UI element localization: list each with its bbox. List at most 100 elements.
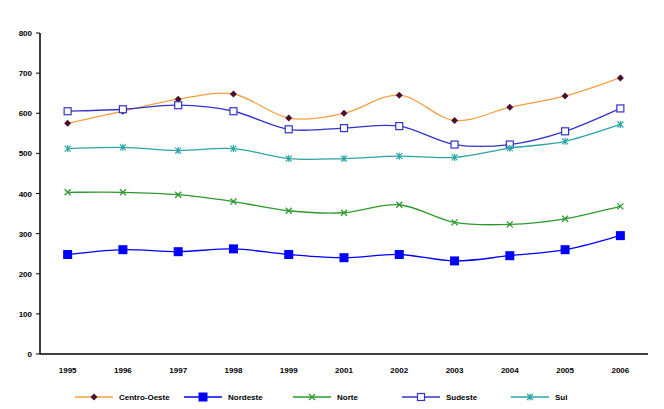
x-tick-label: 1999 [280, 366, 298, 375]
marker [120, 189, 126, 195]
marker [617, 203, 623, 209]
marker [284, 250, 293, 259]
marker [63, 250, 72, 259]
x-tick-label: 2002 [390, 366, 408, 375]
marker [65, 189, 71, 195]
y-tick [36, 273, 40, 274]
marker [229, 244, 238, 253]
marker [341, 125, 348, 132]
legend-marker [309, 394, 315, 400]
x-tick-label: 1997 [169, 366, 187, 375]
legend-label: Centro-Oeste [119, 393, 170, 402]
marker [617, 121, 623, 128]
series [65, 121, 624, 162]
marker [507, 221, 513, 227]
legend-label: Sul [555, 393, 567, 402]
marker [562, 138, 568, 145]
marker [616, 231, 625, 240]
marker [396, 123, 403, 130]
y-tick [36, 354, 40, 355]
series [63, 231, 625, 265]
marker [341, 155, 347, 162]
marker [230, 145, 236, 152]
marker [452, 154, 458, 161]
x-tick-label: 2005 [556, 366, 574, 375]
y-tick-label: 200 [19, 270, 33, 279]
y-tick [36, 233, 40, 234]
marker [561, 245, 570, 254]
marker [617, 105, 624, 112]
x-tick-label: 1995 [59, 366, 77, 375]
marker [507, 145, 513, 152]
series [64, 74, 624, 126]
marker [396, 202, 402, 208]
legend: Centro-OesteNordesteNorteSudesteSul [75, 393, 567, 403]
marker [396, 153, 402, 160]
chart: 0 100 200 300 400 500 600 700 800 1995 1996 1997 199… [0, 0, 664, 409]
x-tick-label: 2003 [446, 366, 464, 375]
marker [617, 74, 624, 81]
marker [118, 245, 127, 254]
marker [396, 92, 403, 99]
marker [451, 141, 458, 148]
x-axis [40, 353, 648, 355]
marker [230, 90, 237, 97]
x-tick-label: 1998 [225, 366, 243, 375]
legend-label: Norte [337, 393, 358, 402]
legend-marker [418, 394, 425, 401]
series-line [68, 105, 621, 146]
x-tick-label: 1996 [114, 366, 132, 375]
y-tick [36, 73, 40, 74]
y-tick [36, 153, 40, 154]
marker [562, 216, 568, 222]
y-tick [36, 313, 40, 314]
marker [285, 126, 292, 133]
marker [451, 117, 458, 124]
y-tick-label: 400 [19, 190, 33, 199]
marker [64, 120, 71, 127]
legend-marker [527, 394, 533, 401]
legend-label: Sudeste [446, 393, 478, 402]
series-line [68, 78, 621, 123]
legend-marker [91, 394, 98, 401]
marker [340, 253, 349, 262]
y-tick-label: 300 [19, 230, 33, 239]
marker [64, 108, 71, 115]
marker [395, 250, 404, 259]
marker [562, 128, 569, 135]
marker [120, 144, 126, 151]
y-tick-label: 100 [19, 310, 33, 319]
marker [175, 192, 181, 198]
x-tick-label: 2006 [611, 366, 629, 375]
y-tick [36, 113, 40, 114]
marker [285, 115, 292, 122]
marker [341, 110, 348, 117]
y-tick-label: 700 [19, 69, 33, 78]
marker [174, 247, 183, 256]
y-tick-label: 800 [19, 29, 33, 38]
x-tick-label: 2004 [501, 366, 519, 375]
marker [452, 219, 458, 225]
chart-container: 0 100 200 300 400 500 600 700 800 1995 1996 1997 199… [0, 0, 664, 409]
marker [230, 108, 237, 115]
marker [286, 208, 292, 214]
y-tick-label: 500 [19, 149, 33, 158]
marker [506, 104, 513, 111]
marker [450, 256, 459, 265]
y-tick [36, 193, 40, 194]
legend-marker [199, 393, 208, 402]
marker [286, 155, 292, 162]
y-tick [36, 33, 40, 34]
y-tick-label: 0 [28, 350, 33, 359]
series-line [68, 124, 621, 159]
y-tick-label: 600 [19, 109, 33, 118]
marker [175, 102, 182, 109]
marker [341, 210, 347, 216]
marker [65, 145, 71, 152]
marker [562, 92, 569, 99]
marker [505, 251, 514, 260]
series [65, 189, 624, 227]
marker [230, 199, 236, 205]
plot-area [63, 74, 625, 265]
marker [175, 147, 181, 154]
